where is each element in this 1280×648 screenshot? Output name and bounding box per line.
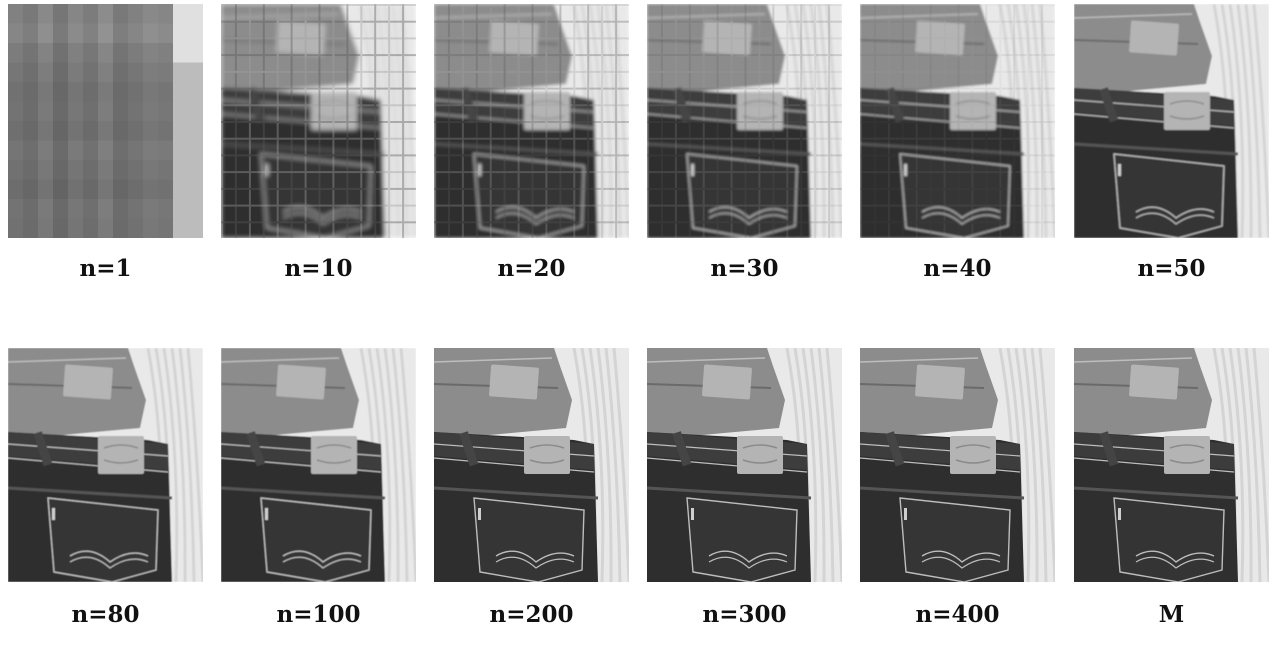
panel-caption: n=400 [915, 601, 1000, 628]
reconstruction-image [647, 4, 842, 238]
panel-caption: n=200 [489, 601, 574, 628]
reconstruction-image [221, 4, 416, 238]
jeans-photo-approximation [434, 348, 629, 582]
jeans-photo-approximation [860, 4, 1055, 238]
jeans-photo-approximation [860, 348, 1055, 582]
reconstruction-image [8, 348, 203, 582]
panel-caption: n=10 [284, 255, 353, 282]
panel-caption: M [1158, 601, 1185, 628]
reconstruction-image [434, 4, 629, 238]
panel-caption: n=1 [79, 255, 132, 282]
panel-caption: n=50 [1137, 255, 1206, 282]
jeans-photo-approximation [1074, 4, 1269, 238]
panel-caption: n=100 [276, 601, 361, 628]
reconstruction-image [1074, 348, 1269, 582]
panel-caption: n=80 [71, 601, 140, 628]
jeans-photo-approximation [647, 4, 842, 238]
panel-caption: n=40 [923, 255, 992, 282]
jeans-photo-approximation [8, 348, 203, 582]
jeans-photo-approximation [434, 4, 629, 238]
jeans-photo-approximation [1074, 348, 1269, 582]
reconstruction-image [8, 4, 203, 238]
jeans-photo-approximation [221, 348, 416, 582]
rank-one-approximation [8, 4, 203, 238]
panel-caption: n=30 [710, 255, 779, 282]
panel-caption: n=20 [497, 255, 566, 282]
reconstruction-image [647, 348, 842, 582]
reconstruction-image [1074, 4, 1269, 238]
panel-caption: n=300 [702, 601, 787, 628]
jeans-photo-approximation [8, 4, 203, 238]
reconstruction-image [860, 4, 1055, 238]
reconstruction-image [221, 348, 416, 582]
jeans-photo-approximation [221, 4, 416, 238]
jeans-photo-approximation [647, 348, 842, 582]
reconstruction-image [860, 348, 1055, 582]
reconstruction-image [434, 348, 629, 582]
